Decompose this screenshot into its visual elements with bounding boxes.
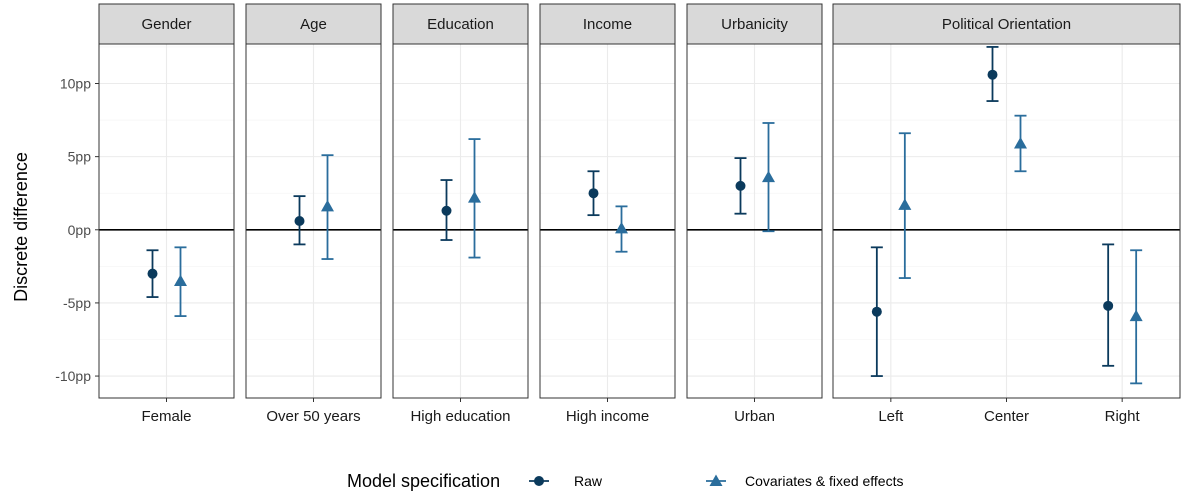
- panel-border: [539, 43, 676, 399]
- facet-title: Income: [583, 16, 632, 33]
- legend: Model specification Raw Covariates & fixe…: [347, 471, 903, 491]
- facet-strip: [98, 3, 235, 45]
- adjusted-estimate: [321, 154, 334, 260]
- y-tick-label: 10pp: [60, 75, 91, 91]
- y-axis-title: Discrete difference: [11, 152, 31, 302]
- facet-panel: Gender Female: [98, 3, 235, 425]
- adjusted-estimate: [615, 205, 628, 253]
- raw-estimate: [293, 195, 306, 246]
- raw-estimate: [440, 179, 453, 241]
- raw-estimate: [734, 157, 747, 215]
- legend-label-raw: Raw: [574, 473, 603, 489]
- y-tick-label: 5pp: [68, 149, 92, 165]
- raw-point: [987, 69, 998, 80]
- adjusted-point: [1014, 136, 1027, 149]
- adjusted-estimate: [898, 132, 912, 279]
- adjusted-point: [615, 221, 628, 234]
- panel-border: [832, 43, 1181, 399]
- adjusted-point: [1129, 309, 1143, 322]
- facet-title: Age: [300, 16, 327, 33]
- facet-panels: Gender Female Age Over 50 years Education Hig…: [98, 3, 1181, 425]
- facet-panel: Age Over 50 years: [245, 3, 382, 425]
- raw-point: [735, 180, 746, 191]
- facet-title: Education: [427, 16, 494, 33]
- legend-label-adjusted: Covariates & fixed effects: [745, 473, 903, 489]
- adjusted-estimate: [174, 246, 187, 317]
- panel-border: [245, 43, 382, 399]
- y-tick-label: -5pp: [63, 295, 91, 311]
- raw-point: [441, 205, 452, 216]
- adjusted-point: [174, 274, 187, 286]
- x-tick-label: High education: [410, 408, 510, 425]
- x-tick-label: Center: [984, 408, 1029, 425]
- adjusted-point: [321, 199, 334, 212]
- legend-key-raw-point: [534, 476, 544, 486]
- raw-estimate: [986, 46, 999, 102]
- panel-border: [98, 43, 235, 399]
- x-tick-label: Left: [878, 408, 904, 425]
- x-tick-label: Female: [141, 408, 191, 425]
- adjusted-estimate: [1014, 114, 1027, 173]
- raw-point: [147, 268, 158, 279]
- adjusted-estimate: [1129, 249, 1143, 385]
- facet-panel: Education High education: [392, 3, 529, 425]
- facet-strip: [832, 3, 1181, 45]
- facet-title: Political Orientation: [942, 16, 1071, 33]
- legend-title: Model specification: [347, 471, 500, 491]
- facet-title: Gender: [141, 16, 191, 33]
- adjusted-point: [468, 191, 481, 203]
- y-tick-label: -10pp: [55, 368, 91, 384]
- adjusted-estimate: [762, 122, 775, 233]
- x-tick-label: Right: [1105, 408, 1141, 425]
- facet-title: Urbanicity: [721, 16, 788, 33]
- facet-strip: [686, 3, 823, 45]
- facet-panel: Political Orientation Left Center Right: [832, 3, 1181, 425]
- raw-estimate: [1102, 243, 1115, 367]
- raw-point: [294, 216, 305, 226]
- adjusted-point: [762, 170, 775, 183]
- facet-strip: [539, 3, 676, 45]
- adjusted-estimate: [468, 138, 481, 259]
- raw-estimate: [587, 170, 600, 217]
- panel-border: [686, 43, 823, 399]
- raw-point: [871, 306, 882, 317]
- x-tick-label: Urban: [734, 408, 775, 425]
- x-tick-label: High income: [566, 408, 649, 425]
- x-tick-label: Over 50 years: [266, 408, 360, 425]
- raw-point: [1103, 300, 1114, 311]
- panel-border: [392, 43, 529, 399]
- raw-estimate: [870, 246, 883, 377]
- raw-estimate: [146, 249, 159, 298]
- facet-panel: Income High income: [539, 3, 676, 425]
- facet-panel: Urbanicity Urban: [686, 3, 823, 425]
- y-axis: -10pp -5pp 0pp 5pp 10pp: [55, 75, 99, 384]
- legend-key-adjusted-point: [709, 474, 723, 486]
- facet-strip: [392, 3, 529, 45]
- raw-point: [588, 188, 599, 199]
- y-tick-label: 0pp: [68, 222, 92, 238]
- adjusted-point: [898, 198, 912, 210]
